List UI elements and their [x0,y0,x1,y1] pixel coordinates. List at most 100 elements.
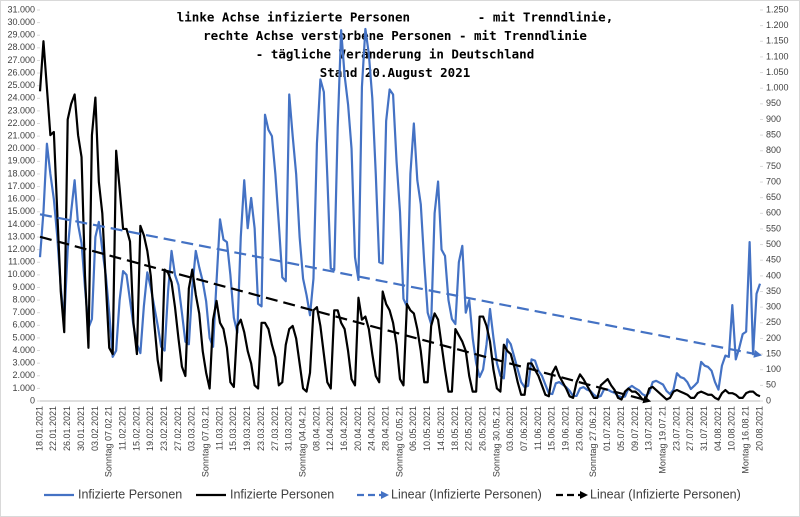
y-tick-label: 10.000 [7,269,35,279]
x-tick-label: 14.05.2021 [436,406,446,451]
y-tick-label: 14.000 [7,219,35,229]
x-tick-label: 26.05.2021 [477,406,487,451]
trend-line [39,235,652,404]
y2-tick-label: 1.100 [766,51,789,61]
y2-tick-label: 1.150 [766,36,789,46]
x-tick-label: 31.03.2021 [284,406,294,451]
y-tick-label: 11.000 [8,257,35,267]
y2-tick-label: 50 [766,380,776,390]
x-tick-label: 27.03.2021 [270,406,280,451]
x-tick-label: 18.05.2021 [450,406,460,451]
x-tick-label: Sonntag 07.02.21 [104,406,114,477]
y-tick-label: 4.000 [12,345,35,355]
x-tick-label: 11.02.2021 [117,406,127,450]
x-tick-label: 15.02.2021 [131,406,141,451]
y2-tick-label: 600 [766,208,781,218]
y2-tick-label: 400 [766,270,781,280]
x-tick-label: 19.02.2021 [145,406,155,451]
y-tick-label: 27.000 [7,55,35,65]
y-tick-label: 25.000 [7,80,35,90]
y-tick-label: 22.000 [7,118,35,128]
x-tick-label: Montag 19.07.21 [657,406,667,474]
y-tick-label: 26.000 [7,67,35,77]
title-line: linke Achse infizierte Personen - mit Tr… [177,10,614,25]
x-tick-label: 31.07.2021 [699,406,709,451]
y2-tick-label: 750 [766,161,781,171]
x-tick-label: 09.07.2021 [630,406,640,451]
y2-tick-label: 900 [766,114,781,124]
y-tick-label: 13.000 [7,231,35,241]
y2-tick-label: 200 [766,333,781,343]
y-tick-label: 8.000 [12,294,35,304]
legend-item: Linear (Infizierte Personen) [556,487,741,501]
x-tick-label: 05.07.2021 [616,406,626,451]
y-tick-label: 3.000 [12,358,35,368]
x-tick-label: 20.04.2021 [353,406,363,451]
y2-tick-label: 500 [766,239,781,249]
x-tick-label: Sonntag 30.05.21 [491,406,501,477]
x-tick-label: 04.08.2021 [713,406,723,451]
y2-tick-label: 550 [766,223,781,233]
legend-item: Infizierte Personen [44,487,182,501]
x-tick-label: 03.03.2021 [187,406,197,451]
legend-item: Linear (Infizierte Personen) [357,487,542,501]
y2-tick-label: 1.000 [766,83,789,93]
y2-tick-label: 300 [766,302,781,312]
y-tick-label: 16.000 [7,194,35,204]
y-tick-label: 15.000 [7,206,35,216]
x-tick-label: 12.04.2021 [325,406,335,451]
x-tick-label: Montag 16.08.21 [741,406,751,474]
y-tick-label: 1.000 [12,383,35,393]
x-tick-label: 10.08.2021 [727,406,737,451]
y2-tick-label: 0 [766,395,771,405]
data-line [38,27,762,399]
x-tick-label: 27.02.2021 [173,406,183,451]
x-tick-label: 10.05.2021 [422,406,432,451]
y2-tick-label: 1.200 [766,20,789,30]
x-tick-label: 23.07.2021 [671,406,681,451]
y-tick-label: 24.000 [7,93,35,103]
y-tick-label: 30.000 [7,17,35,27]
legend-item: Infizierte Personen [196,487,334,501]
y2-tick-label: 350 [766,286,781,296]
legend-label: Infizierte Personen [230,487,334,501]
trend-line [39,213,762,358]
y2-tick-label: 850 [766,129,781,139]
y-tick-label: 20.000 [7,143,35,153]
x-tick-label: 26.01.2021 [62,406,72,451]
y2-tick-label: 650 [766,192,781,202]
y-tick-label: 31.000 [7,4,35,14]
y2-tick-label: 450 [766,255,781,265]
y2-tick-label: 250 [766,317,781,327]
x-tick-label: 30.01.2021 [76,406,86,451]
y2-tick-label: 800 [766,145,781,155]
y2-tick-label: 1.050 [766,67,789,77]
y-tick-label: 18.000 [7,168,35,178]
x-tick-label: 08.04.2021 [311,406,321,451]
legend-label: Linear (Infizierte Personen) [590,487,741,501]
x-tick-label: 19.03.2021 [242,406,252,451]
x-tick-label: 23.06.2021 [574,406,584,451]
x-tick-label: 07.06.2021 [519,406,529,451]
title-line: Stand 20.August 2021 [320,65,471,80]
y-tick-label: 23.000 [7,105,35,115]
y-tick-label: 0 [30,395,35,405]
x-tick-label: 03.02.2021 [90,406,100,451]
data-line [38,40,761,401]
y-tick-label: 2.000 [12,370,35,380]
y2-tick-label: 100 [766,364,781,374]
y-tick-label: 29.000 [7,30,35,40]
x-tick-label: Sonntag 04.04.21 [297,406,307,477]
legend-label: Infizierte Personen [78,487,182,501]
y-tick-label: 19.000 [7,156,35,166]
y2-tick-label: 1.250 [766,4,789,14]
x-tick-label: 15.03.2021 [228,406,238,451]
x-tick-label: 24.04.2021 [367,406,377,451]
y-tick-label: 9.000 [12,282,35,292]
title-line: - tägliche Veränderung in Deutschland [256,47,534,62]
title-line: rechte Achse verstorbene Personen - mit … [203,28,587,43]
chart-title: linke Achse infizierte Personen - mit Tr… [177,10,614,81]
x-tick-label: 11.06.2021 [533,406,543,450]
